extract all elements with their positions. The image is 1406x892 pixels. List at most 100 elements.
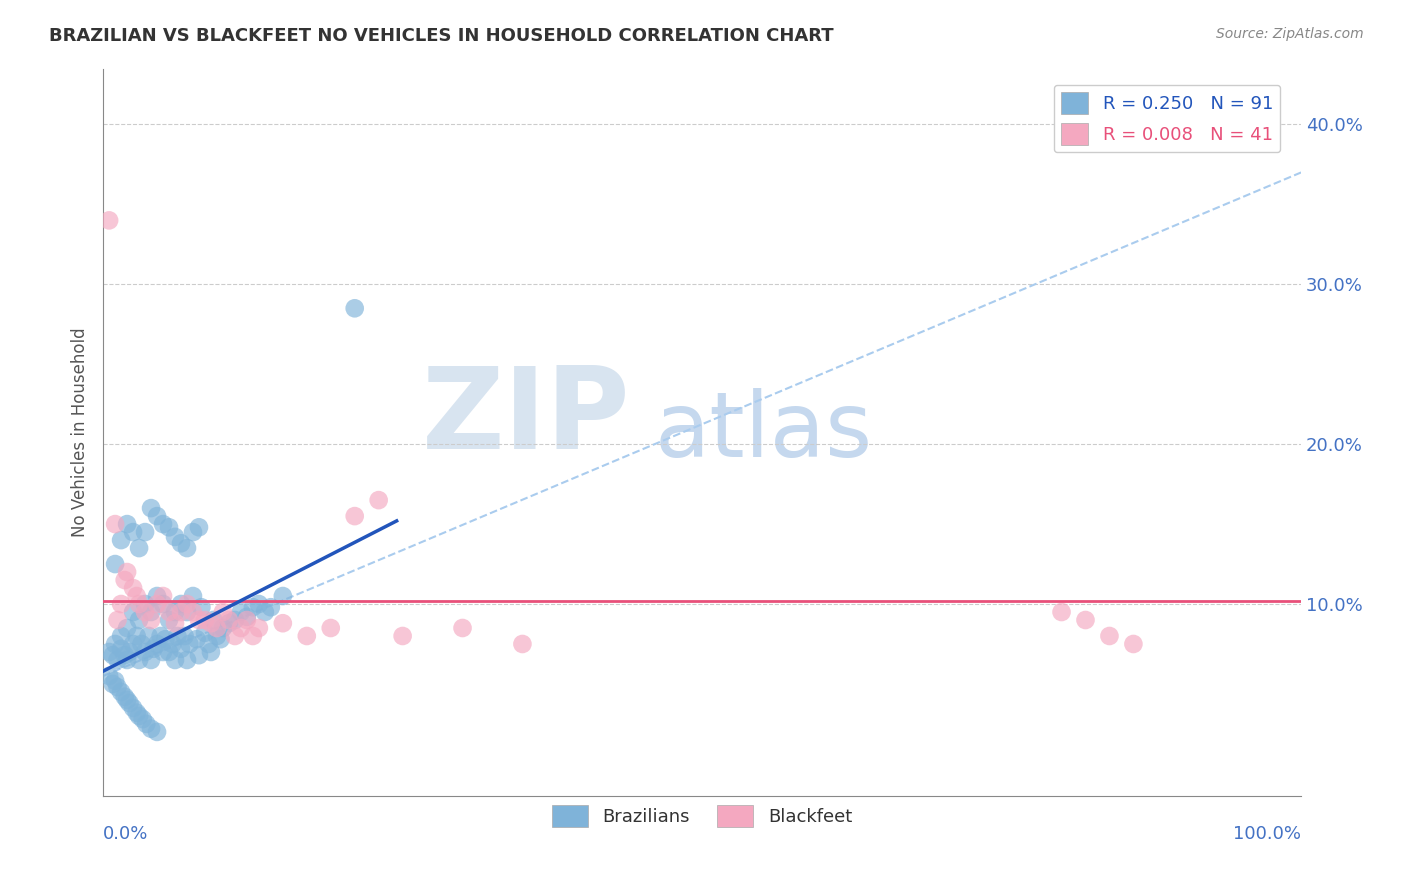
Point: [157, 645, 180, 659]
Point: [194, 613, 217, 627]
Point: [188, 613, 211, 627]
Point: [142, 641, 165, 656]
Point: [134, 605, 156, 619]
Point: [134, 645, 156, 659]
Point: [131, 637, 153, 651]
Point: [1074, 613, 1097, 627]
Point: [224, 613, 246, 627]
Point: [209, 632, 232, 647]
Point: [118, 645, 141, 659]
Point: [139, 605, 162, 619]
Point: [163, 530, 186, 544]
Point: [200, 616, 222, 631]
Point: [197, 637, 219, 651]
Point: [139, 722, 162, 736]
Point: [107, 613, 129, 627]
Point: [190, 600, 212, 615]
Point: [110, 533, 132, 547]
Point: [188, 520, 211, 534]
Point: [114, 690, 136, 704]
Point: [115, 653, 138, 667]
Point: [218, 616, 240, 631]
Point: [163, 616, 186, 631]
Point: [1122, 637, 1144, 651]
Point: [181, 589, 204, 603]
Point: [146, 589, 169, 603]
Point: [188, 648, 211, 663]
Point: [218, 613, 240, 627]
Point: [114, 573, 136, 587]
Point: [343, 509, 366, 524]
Point: [247, 597, 270, 611]
Point: [115, 517, 138, 532]
Point: [125, 589, 148, 603]
Point: [253, 605, 276, 619]
Point: [122, 581, 145, 595]
Point: [149, 629, 172, 643]
Point: [170, 597, 193, 611]
Point: [122, 525, 145, 540]
Point: [367, 493, 389, 508]
Point: [122, 637, 145, 651]
Point: [114, 648, 136, 663]
Point: [155, 632, 177, 647]
Point: [242, 600, 264, 615]
Point: [110, 597, 132, 611]
Point: [236, 613, 259, 627]
Point: [98, 669, 121, 683]
Point: [170, 605, 193, 619]
Point: [98, 645, 121, 659]
Point: [152, 597, 174, 611]
Point: [128, 653, 150, 667]
Point: [115, 693, 138, 707]
Text: BRAZILIAN VS BLACKFEET NO VEHICLES IN HOUSEHOLD CORRELATION CHART: BRAZILIAN VS BLACKFEET NO VEHICLES IN HO…: [49, 27, 834, 45]
Point: [163, 605, 186, 619]
Point: [152, 517, 174, 532]
Point: [122, 701, 145, 715]
Point: [146, 725, 169, 739]
Point: [157, 520, 180, 534]
Point: [152, 645, 174, 659]
Point: [134, 525, 156, 540]
Point: [118, 696, 141, 710]
Point: [134, 597, 156, 611]
Point: [1050, 605, 1073, 619]
Point: [107, 653, 129, 667]
Point: [212, 605, 235, 619]
Point: [186, 632, 208, 647]
Text: 100.0%: 100.0%: [1233, 825, 1301, 843]
Point: [271, 589, 294, 603]
Point: [110, 629, 132, 643]
Point: [202, 613, 225, 627]
Text: ZIP: ZIP: [422, 362, 630, 473]
Point: [176, 653, 198, 667]
Point: [104, 517, 127, 532]
Point: [176, 541, 198, 555]
Point: [295, 629, 318, 643]
Point: [146, 637, 169, 651]
Point: [104, 557, 127, 571]
Point: [236, 609, 259, 624]
Point: [146, 509, 169, 524]
Point: [512, 637, 534, 651]
Point: [104, 637, 127, 651]
Point: [224, 629, 246, 643]
Point: [205, 629, 228, 643]
Point: [104, 673, 127, 688]
Point: [131, 712, 153, 726]
Point: [115, 565, 138, 579]
Point: [247, 621, 270, 635]
Text: Source: ZipAtlas.com: Source: ZipAtlas.com: [1216, 27, 1364, 41]
Point: [260, 600, 283, 615]
Point: [122, 605, 145, 619]
Point: [194, 625, 217, 640]
Point: [200, 645, 222, 659]
Point: [173, 629, 195, 643]
Point: [451, 621, 474, 635]
Point: [125, 706, 148, 720]
Point: [107, 680, 129, 694]
Point: [152, 589, 174, 603]
Point: [110, 685, 132, 699]
Point: [229, 605, 252, 619]
Point: [181, 525, 204, 540]
